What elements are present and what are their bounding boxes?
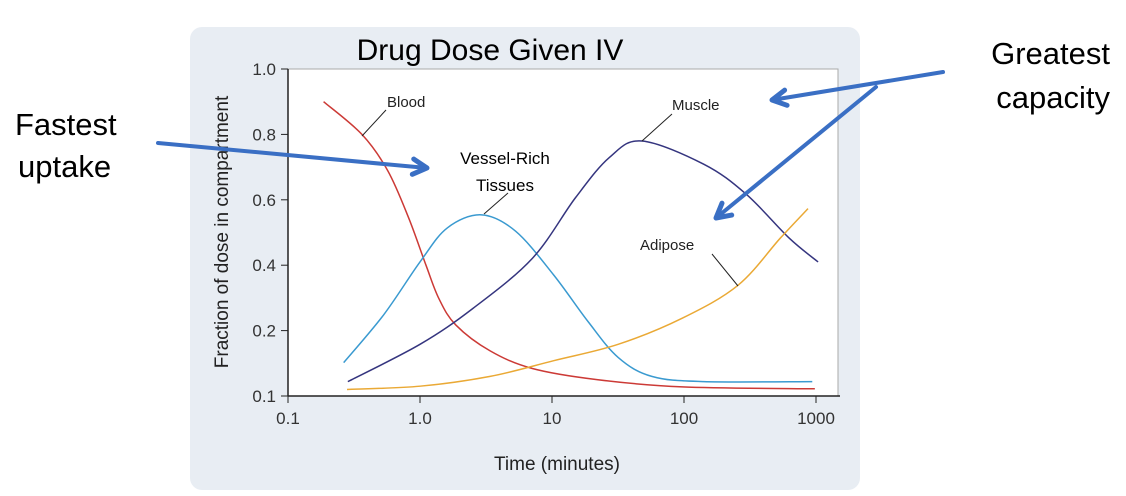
leader-muscle <box>641 113 673 142</box>
label-vessel-rich-line2: Tissues <box>476 176 534 195</box>
y-tick-label: 0.6 <box>252 191 276 210</box>
label-blood: Blood <box>387 94 425 111</box>
y-tick-label: 1.0 <box>252 60 276 79</box>
series-line-blood <box>323 101 815 390</box>
annotation-arrows <box>156 70 945 221</box>
x-tick-label: 0.1 <box>276 409 300 428</box>
label-muscle: Muscle <box>672 97 720 114</box>
series-line-adipose <box>346 208 809 391</box>
annotation-fastest-line2: uptake <box>18 149 111 184</box>
arrow-greatest-capacity-muscle-icon <box>769 70 945 108</box>
label-adipose: Adipose <box>640 237 694 254</box>
y-axis-label: Fraction of dose in compartment <box>212 95 233 368</box>
y-tick-label: 0.2 <box>252 322 276 341</box>
annotation-greatest-line2: capacity <box>996 80 1110 115</box>
label-vessel-rich-line1: Vessel-Rich <box>460 149 550 168</box>
x-tick-label: 1.0 <box>408 409 432 428</box>
chart-title: Drug Dose Given IV <box>357 34 624 67</box>
x-tick-label: 100 <box>670 409 698 428</box>
series-line-vessel-rich-tissues <box>343 214 813 383</box>
series-group <box>323 101 819 391</box>
annotation-fastest-line1: Fastest <box>15 107 117 142</box>
y-tick-label: 0.8 <box>252 125 276 144</box>
arrow-fastest-uptake-icon <box>156 141 430 177</box>
axes: 0.1 1.0 10 100 1000 0.1 0.2 0.4 0.6 0.8 1.0 <box>252 60 840 428</box>
y-tick-label: 0.1 <box>252 387 276 406</box>
x-axis-label: Time (minutes) <box>494 454 620 475</box>
annotation-greatest-line1: Greatest <box>991 36 1110 71</box>
leader-vessel-rich <box>483 192 509 215</box>
y-tick-label: 0.4 <box>252 256 276 275</box>
leader-blood <box>361 109 387 137</box>
arrow-greatest-capacity-adipose-icon <box>713 85 878 221</box>
leader-adipose <box>711 253 739 287</box>
x-tick-label: 10 <box>543 409 562 428</box>
series-line-muscle <box>347 140 819 383</box>
plot-area <box>287 68 839 397</box>
x-tick-label: 1000 <box>797 409 835 428</box>
